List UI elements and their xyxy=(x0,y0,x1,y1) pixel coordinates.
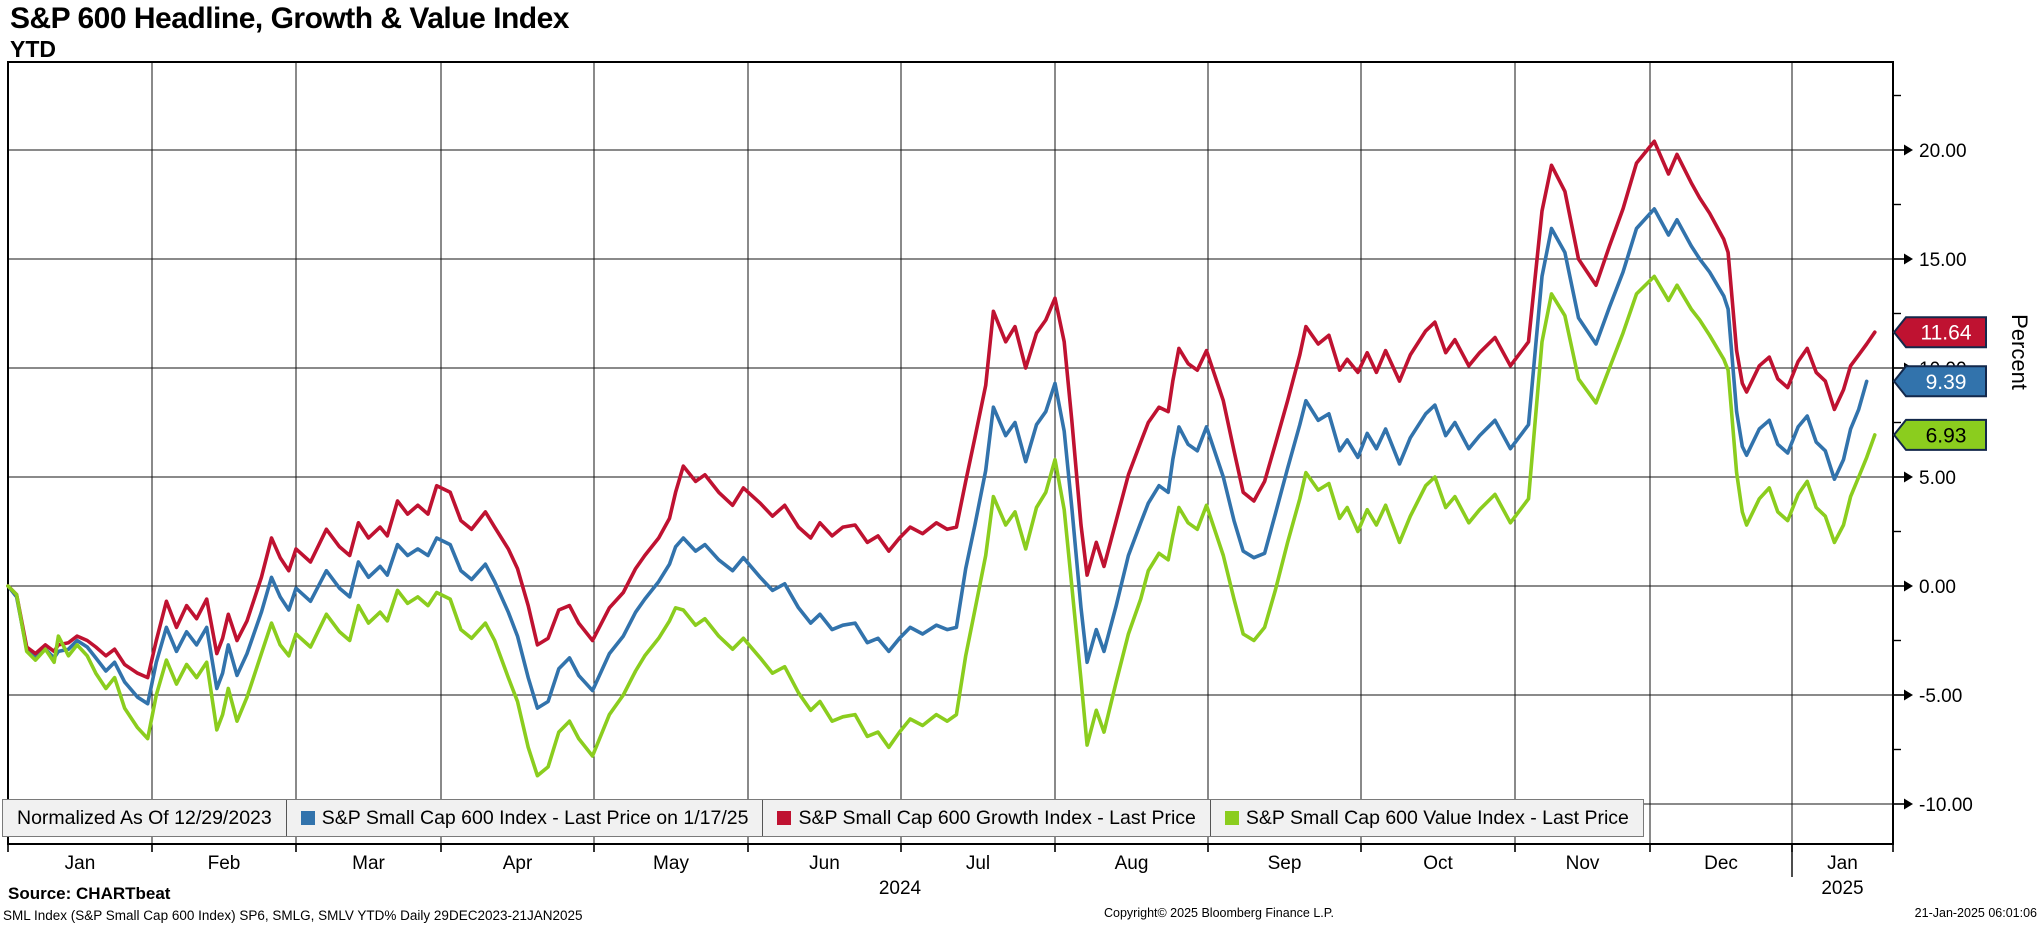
last-price-value: 9.39 xyxy=(1926,371,1967,394)
legend-item-series[interactable]: S&P Small Cap 600 Index - Last Price on … xyxy=(285,800,763,836)
year-label: 2024 xyxy=(879,878,922,899)
y-axis-label: 5.00 xyxy=(1919,468,1956,489)
page-title: S&P 600 Headline, Growth & Value Index xyxy=(10,2,569,35)
month-label: Sep xyxy=(1268,853,1302,874)
series-line xyxy=(6,274,1877,778)
legend-swatch-icon xyxy=(300,811,315,825)
month-label: Jul xyxy=(966,853,990,874)
legend-item-label: Normalized As Of 12/29/2023 xyxy=(17,806,272,829)
series-line xyxy=(6,139,1877,680)
last-price-value: 6.93 xyxy=(1926,424,1967,447)
x-axis-labels: Jan Feb Mar Apr May Jun Jul Aug Sep Oct Nov Dec Jan 2… xyxy=(7,844,1894,899)
month-label: Jan xyxy=(1827,853,1858,874)
month-label: Feb xyxy=(208,853,241,874)
y-axis-label: -10.00 xyxy=(1919,795,1973,816)
series-line xyxy=(6,207,1869,710)
last-price-badge-growth: 11.64 xyxy=(1892,316,1987,349)
month-label: Dec xyxy=(1704,853,1738,874)
legend-swatch-icon xyxy=(1224,811,1239,825)
chart-meta-line: SML Index (S&P Small Cap 600 Index) SP6,… xyxy=(3,908,583,923)
copyright-text: Copyright© 2025 Bloomberg Finance L.P. xyxy=(1104,906,1334,920)
month-label: Nov xyxy=(1566,853,1600,874)
month-label: Aug xyxy=(1115,853,1149,874)
month-label: May xyxy=(653,853,689,874)
legend-swatch-icon xyxy=(777,811,792,825)
legend-item-label: S&P Small Cap 600 Growth Index - Last Pr… xyxy=(798,806,1196,829)
last-price-badge-headline: 9.39 xyxy=(1892,365,1987,398)
chart-subtitle: YTD xyxy=(10,36,56,62)
timestamp: 21-Jan-2025 06:01:06 xyxy=(1914,906,2037,920)
series-lines xyxy=(6,139,1877,778)
legend-note-normalized: Normalized As Of 12/29/2023 xyxy=(3,800,286,836)
legend-item-label: S&P Small Cap 600 Value Index - Last Pri… xyxy=(1245,806,1629,829)
month-label: Mar xyxy=(352,853,385,874)
legend-item-series[interactable]: S&P Small Cap 600 Value Index - Last Pri… xyxy=(1209,800,1643,836)
year-label: 2025 xyxy=(1821,878,1863,899)
last-price-value: 11.64 xyxy=(1921,322,1972,345)
y-axis-label: 0.00 xyxy=(1919,577,1956,598)
legend-item-label: S&P Small Cap 600 Index - Last Price on … xyxy=(321,806,749,829)
y-axis-label: 15.00 xyxy=(1919,250,1967,271)
last-price-badge-value: 6.93 xyxy=(1892,418,1987,451)
legend-item-series[interactable]: S&P Small Cap 600 Growth Index - Last Pr… xyxy=(762,800,1209,836)
legend: Normalized As Of 12/29/2023 S&P Small Cap… xyxy=(2,799,1644,837)
plot-frame xyxy=(7,61,1894,845)
y-axis-title: Percent xyxy=(2007,314,2032,390)
y-axis-label: 20.00 xyxy=(1919,141,1967,162)
source-label: Source: CHARTbeat xyxy=(8,884,171,903)
y-axis-label: -5.00 xyxy=(1919,686,1962,707)
month-label: Oct xyxy=(1423,853,1453,874)
month-label: Jun xyxy=(809,853,840,874)
month-label: Jan xyxy=(65,853,96,874)
month-label: Apr xyxy=(503,853,533,874)
